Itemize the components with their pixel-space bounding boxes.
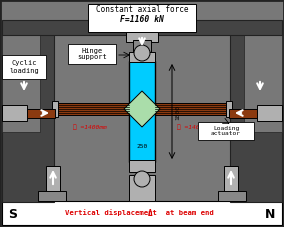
Bar [2,105,27,121]
Polygon shape [124,91,160,127]
Bar [88,4,196,32]
Text: Constant axial force: Constant axial force [96,5,188,13]
Bar [52,101,58,117]
Bar [257,105,282,121]
Bar [230,22,282,202]
Bar [2,20,282,35]
Text: Loading
actuator: Loading actuator [211,126,241,136]
Text: Δ: Δ [148,209,153,217]
Bar [2,201,282,225]
Bar [224,166,238,201]
Bar [2,55,46,79]
Bar [218,191,246,201]
Bar [2,22,54,202]
Bar [198,122,254,140]
Bar [68,44,116,64]
Text: Vertical displacement  at beam end: Vertical displacement at beam end [65,210,219,217]
Bar [129,160,155,172]
Circle shape [134,45,150,61]
Bar [25,109,55,118]
Text: N: N [265,207,275,220]
Text: F=1160 kN: F=1160 kN [120,15,164,25]
Bar [244,22,282,132]
Text: S: S [9,207,18,220]
Text: Cyclic
loading: Cyclic loading [9,61,39,74]
Text: ℒ =1400mm: ℒ =1400mm [177,124,211,130]
Circle shape [134,171,150,187]
Text: ℒ =1400mm: ℒ =1400mm [73,124,107,130]
Bar [155,103,232,115]
Text: 250: 250 [136,145,148,150]
Bar [46,166,60,201]
Bar [133,40,151,52]
Text: Hinge
support: Hinge support [77,47,107,61]
Bar [229,109,259,118]
Bar [129,175,155,201]
Bar [226,101,232,117]
Bar [2,22,40,132]
Bar [129,61,155,162]
Text: 1800: 1800 [175,104,180,119]
Bar [38,191,66,201]
Bar [126,32,158,42]
Bar [52,103,129,115]
Bar [129,52,155,62]
